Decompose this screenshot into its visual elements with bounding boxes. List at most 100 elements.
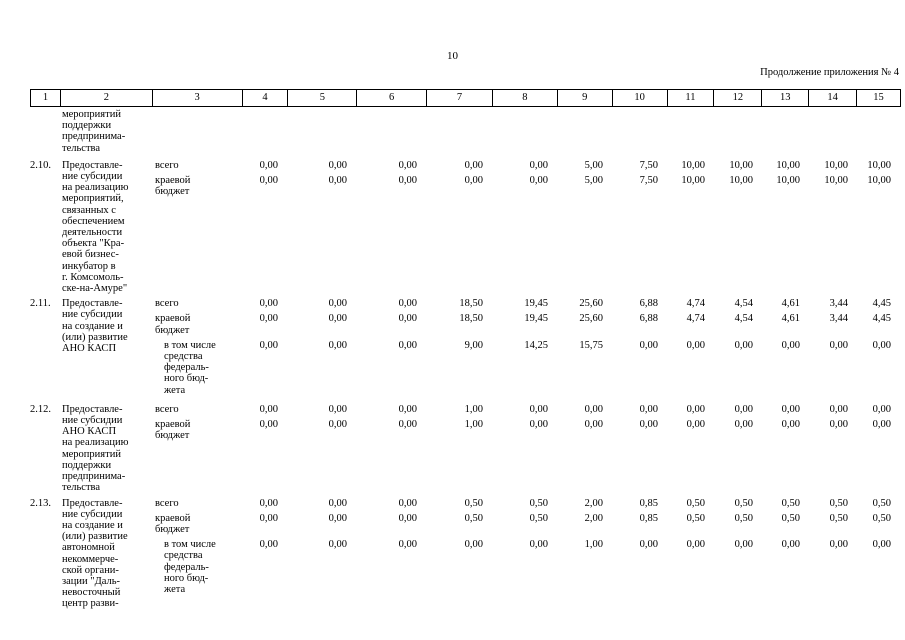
value-cell: 0,00 <box>259 497 278 509</box>
row-title-line: поддержки <box>62 459 112 471</box>
row-number: 2.10. <box>30 159 51 171</box>
row-title-line: некоммерче- <box>62 553 119 565</box>
table-body: мероприятий поддержки предпринима-тельства… <box>30 107 901 610</box>
row-title-line: евой бизнес- <box>62 249 119 261</box>
value-cell: 0,00 <box>686 403 705 415</box>
value-cell: 1,00 <box>464 419 483 431</box>
value-cell: 0,00 <box>734 403 753 415</box>
value-cell: 0,00 <box>734 539 753 551</box>
row-title-line: ние субсидии <box>62 415 123 427</box>
funding-source-label: всего <box>152 298 242 309</box>
row-title-line: поддержки <box>62 120 112 132</box>
row-title-line: тельства <box>62 142 101 154</box>
value-cell: 0,00 <box>259 419 278 431</box>
funding-source-line: средства <box>164 351 203 363</box>
row-title-line: г. Комсомоль- <box>62 271 124 283</box>
value-cell: 0,00 <box>398 512 417 524</box>
table-row: мероприятий поддержки предпринима-тельства <box>30 109 901 154</box>
row-title-line: ние субсидии <box>62 309 123 321</box>
funding-subrow: всего 0,00 0,00 0,00 0,00 0,00 5,00 7,50 10,00 10… <box>152 160 901 171</box>
value-cell: 0,00 <box>464 159 483 171</box>
value-cell: 0,00 <box>259 512 278 524</box>
value-cell: 0,50 <box>734 512 753 524</box>
value-cell: 0,50 <box>872 497 891 509</box>
value-cell: 0,00 <box>829 403 848 415</box>
value-cell: 0,00 <box>398 159 417 171</box>
value-cell: 0,00 <box>686 339 705 351</box>
value-cell: 6,88 <box>639 313 658 325</box>
value-cell: 0,00 <box>328 339 347 351</box>
value-cell: 0,00 <box>734 419 753 431</box>
value-cell: 10,00 <box>824 175 848 187</box>
funding-source-line: ного бюд- <box>164 373 209 385</box>
column-header: 12 <box>714 90 763 106</box>
table-row: 2.11. Предоставле-ние субсидии на создание… <box>30 298 901 400</box>
value-cell: 3,44 <box>829 298 848 310</box>
value-cell: 0,85 <box>639 512 658 524</box>
value-cell: 0,50 <box>686 512 705 524</box>
column-header: 15 <box>873 92 884 103</box>
value-cell: 6,88 <box>639 298 658 310</box>
row-number: 2.11. <box>30 298 51 310</box>
value-cell: 0,50 <box>781 497 800 509</box>
value-cell: 0,00 <box>328 403 347 415</box>
value-cell: 0,00 <box>328 539 347 551</box>
funding-subrow: в том числе средства федераль-ного бюд-жет… <box>152 539 901 595</box>
row-title-line: мероприятий <box>62 448 121 460</box>
funding-source-line: ного бюд- <box>164 572 209 584</box>
value-cell: 0,50 <box>464 512 483 524</box>
value-cell: 5,00 <box>584 175 603 187</box>
funding-source-line: средства <box>164 550 203 562</box>
funding-source-line: бюджет <box>155 186 190 198</box>
value-cell: 0,00 <box>781 539 800 551</box>
value-cell: 0,00 <box>328 175 347 187</box>
column-header: 5 <box>288 90 358 106</box>
funding-source-line: жета <box>164 384 186 396</box>
value-cell: 0,00 <box>464 539 483 551</box>
column-header: 2 <box>61 90 153 106</box>
funding-source-line: краевой <box>155 512 191 524</box>
funding-source-line: краевой <box>155 419 191 431</box>
value-cell: 0,00 <box>734 339 753 351</box>
value-cell: 0,00 <box>872 403 891 415</box>
funding-source-line: всего <box>155 159 179 171</box>
funding-source-line: всего <box>155 497 179 509</box>
value-cell: 19,45 <box>524 298 548 310</box>
funding-source-label: краевой бюджет <box>152 313 242 335</box>
column-header: 4 <box>243 90 289 106</box>
page-number: 10 <box>447 50 458 62</box>
value-cell: 0,00 <box>398 313 417 325</box>
funding-source-label: всего <box>152 160 242 171</box>
value-cell: 25,60 <box>579 298 603 310</box>
value-cell: 0,50 <box>829 512 848 524</box>
value-cell: 2,00 <box>584 497 603 509</box>
column-header: 10 <box>613 90 668 106</box>
funding-source-label: в том числе средства федераль-ного бюд-жет… <box>152 539 242 595</box>
row-title-line: невосточный <box>62 587 121 599</box>
row-title-line: обеспечением <box>62 215 125 227</box>
funding-subrow: краевой бюджет 0,00 0,00 0,00 0,50 0,50 2,00 0,8… <box>152 513 901 535</box>
funding-rows: всего 0,00 0,00 0,00 0,00 0,00 5,00 7,50 10,00 10… <box>152 160 901 202</box>
funding-source-line: бюджет <box>155 430 190 442</box>
value-cell: 10,00 <box>776 159 800 171</box>
value-cell: 0,50 <box>872 512 891 524</box>
funding-source-line: краевой <box>155 313 191 325</box>
value-cell: 0,00 <box>398 175 417 187</box>
value-cell: 0,00 <box>398 403 417 415</box>
value-cell: 0,00 <box>639 539 658 551</box>
row-title: Предоставле-ние субсидии на создание и (ил… <box>60 298 152 354</box>
value-cell: 0,00 <box>686 539 705 551</box>
row-title-line: мероприятий <box>62 109 121 120</box>
funding-subrow: в том числе средства федераль-ного бюд-жет… <box>152 340 901 396</box>
value-cell: 0,85 <box>639 497 658 509</box>
value-cell: 0,00 <box>259 539 278 551</box>
row-title-line: на реализацию <box>62 182 129 194</box>
funding-rows: всего 0,00 0,00 0,00 1,00 0,00 0,00 0,00 0,00 0,0… <box>152 404 901 446</box>
value-cell: 0,00 <box>872 339 891 351</box>
funding-subrow: краевой бюджет 0,00 0,00 0,00 1,00 0,00 0,00 0,0… <box>152 419 901 441</box>
value-cell: 0,00 <box>781 403 800 415</box>
value-cell: 0,50 <box>829 497 848 509</box>
value-cell: 0,00 <box>328 313 347 325</box>
value-cell: 7,50 <box>639 175 658 187</box>
value-cell: 0,00 <box>398 497 417 509</box>
